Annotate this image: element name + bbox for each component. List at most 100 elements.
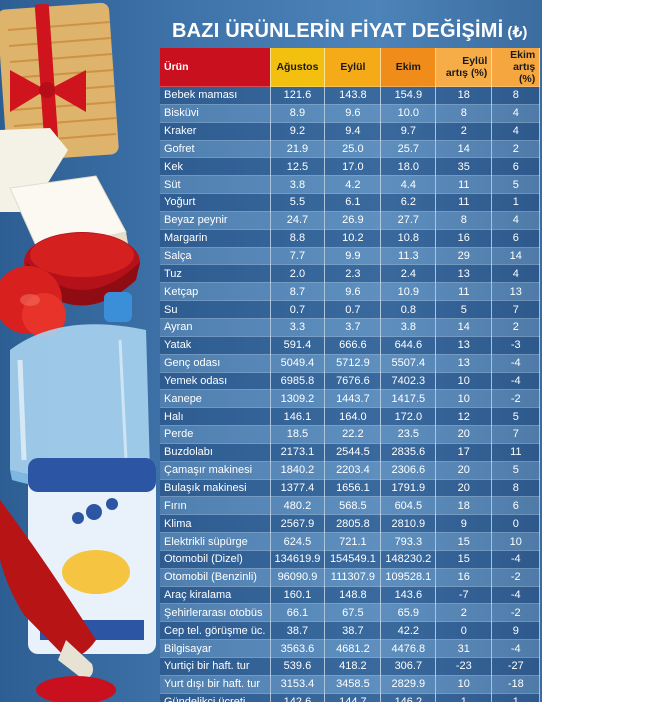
eylul-price: 26.9 (324, 211, 382, 230)
header-eylul-artis-line2: artış (%) (445, 67, 488, 79)
eylul-change: 2 (435, 603, 493, 623)
table-row: Otomobil (Benzinli) 96090.9 111307.9 109528… (160, 568, 541, 587)
table-row: Otomobil (Dizel) 134619.9 154549.1 148230.2… (160, 550, 541, 569)
eylul-change: 11 (435, 193, 493, 212)
agustos-price: 121.6 (270, 86, 326, 105)
eylul-change: 0 (435, 621, 493, 641)
eylul-price: 5712.9 (324, 354, 382, 373)
table-row: Klima 2567.9 2805.8 2810.9 9 0 (160, 514, 541, 534)
ekim-change: -4 (491, 586, 541, 605)
eylul-price: 7676.6 (324, 372, 382, 391)
table-header-row: Ürün Ağustos Eylül Ekim Eylül artış (%) E… (160, 48, 541, 87)
ekim-change: 4 (491, 122, 541, 141)
product-name: Şehirlerarası otobüs (160, 603, 271, 623)
ekim-change: 5 (491, 461, 541, 480)
product-photos (0, 2, 156, 702)
eylul-price: 9.4 (324, 122, 382, 141)
eylul-change: 35 (435, 157, 493, 177)
table-row: Süt 3.8 4.2 4.4 11 5 (160, 175, 541, 195)
ekim-price: 2810.9 (380, 514, 437, 534)
table-row: Fırın 480.2 568.5 604.5 18 6 (160, 496, 541, 516)
eylul-price: 568.5 (324, 496, 382, 516)
product-name: Margarin (160, 229, 271, 248)
table-row: Gofret 21.9 25.0 25.7 14 2 (160, 140, 541, 159)
agustos-price: 5.5 (270, 193, 326, 212)
ekim-price: 793.3 (380, 532, 437, 551)
ekim-price: 2829.9 (380, 675, 437, 694)
product-name: Halı (160, 407, 271, 427)
ekim-change: 6 (491, 229, 541, 248)
eylul-price: 9.6 (324, 282, 382, 302)
ekim-price: 23.5 (380, 425, 437, 444)
table-row: Çamaşır makinesi 1840.2 2203.4 2306.6 20 5 (160, 461, 541, 480)
ekim-price: 7402.3 (380, 372, 437, 391)
agustos-price: 480.2 (270, 496, 326, 516)
ekim-change: -2 (491, 389, 541, 409)
product-name: Genç odası (160, 354, 271, 373)
table-row: Yurtiçi bir haft. tur 539.6 418.2 306.7 -23-… (160, 657, 541, 676)
ekim-change: -4 (491, 354, 541, 373)
table-row: Salça 7.7 9.9 11.3 29 14 (160, 247, 541, 266)
table-row: Gündelikçi ücreti142.6144.7146.211 (160, 693, 541, 702)
eylul-price: 1656.1 (324, 479, 382, 498)
eylul-price: 38.7 (324, 621, 382, 641)
agustos-price: 8.8 (270, 229, 326, 248)
product-name: Süt (160, 175, 271, 195)
ekim-change: 11 (491, 443, 541, 462)
table-row: Margarin 8.8 10.2 10.8 16 6 (160, 229, 541, 248)
agustos-price: 38.7 (270, 621, 326, 641)
table-row: Su 0.7 0.7 0.8 5 7 (160, 300, 541, 319)
ekim-change: 1 (491, 193, 541, 212)
product-name: Ayran (160, 318, 271, 337)
product-name: Yurtiçi bir haft. tur (160, 657, 271, 676)
eylul-change: 20 (435, 479, 493, 498)
eylul-change: 2 (435, 122, 493, 141)
ekim-price: 5507.4 (380, 354, 437, 373)
header-urun: Ürün (160, 48, 271, 87)
page-title: BAZI ÜRÜNLERİN FİYAT DEĞİŞİMİ (₺) (172, 20, 534, 43)
table-row: Ayran 3.3 3.7 3.8 14 2 (160, 318, 541, 337)
product-name: Perde (160, 425, 271, 444)
ekim-change: 1 (491, 693, 541, 702)
ekim-price: 172.0 (380, 407, 437, 427)
header-ekim-artis-line1: Ekim (510, 49, 536, 61)
eylul-price: 4681.2 (324, 639, 382, 658)
ekim-price: 4.4 (380, 175, 437, 195)
ekim-price: 644.6 (380, 336, 437, 355)
eylul-change: 8 (435, 211, 493, 230)
product-name: Kanepe (160, 389, 271, 409)
eylul-change: 1 (435, 693, 493, 702)
eylul-change: 20 (435, 461, 493, 480)
table-row: Cep tel. görüşme üc. 38.7 38.7 42.2 0 9 (160, 621, 541, 641)
ekim-price: 25.7 (380, 140, 437, 159)
eylul-change: 17 (435, 443, 493, 462)
product-name: Cep tel. görüşme üc. (160, 621, 271, 641)
ekim-change: -3 (491, 336, 541, 355)
ekim-price: 4476.8 (380, 639, 437, 658)
eylul-change: 16 (435, 229, 493, 248)
ekim-price: 1417.5 (380, 389, 437, 409)
table-row: Elektrikli süpürge 624.5 721.1 793.3 15 10 (160, 532, 541, 551)
agustos-price: 2.0 (270, 264, 326, 284)
agustos-price: 96090.9 (270, 568, 326, 587)
table-row: Yatak 591.4 666.6 644.6 13 -3 (160, 336, 541, 355)
agustos-price: 8.7 (270, 282, 326, 302)
ekim-price: 306.7 (380, 657, 437, 676)
product-name: Yoğurt (160, 193, 271, 212)
table-row: Halı 146.1 164.0 172.0 12 5 (160, 407, 541, 427)
eylul-price: 25.0 (324, 140, 382, 159)
product-name: Bulaşık makinesi (160, 479, 271, 498)
agustos-price: 3563.6 (270, 639, 326, 658)
ekim-change: 2 (491, 318, 541, 337)
ekim-price: 109528.1 (380, 568, 437, 587)
eylul-change: 5 (435, 300, 493, 319)
table-row: Bebek maması 121.6 143.8 154.9 18 8 (160, 86, 541, 105)
eylul-price: 17.0 (324, 157, 382, 177)
agustos-price: 160.1 (270, 586, 326, 605)
table-row: Bilgisayar 3563.6 4681.2 4476.8 31 -4 (160, 639, 541, 658)
eylul-change: 15 (435, 532, 493, 551)
table-row: Kraker 9.2 9.4 9.7 2 4 (160, 122, 541, 141)
eylul-change: 9 (435, 514, 493, 534)
title-text: BAZI ÜRÜNLERİN FİYAT DEĞİŞİMİ (172, 20, 504, 42)
header-ekim-artis: Ekim artış (%) (491, 48, 541, 87)
